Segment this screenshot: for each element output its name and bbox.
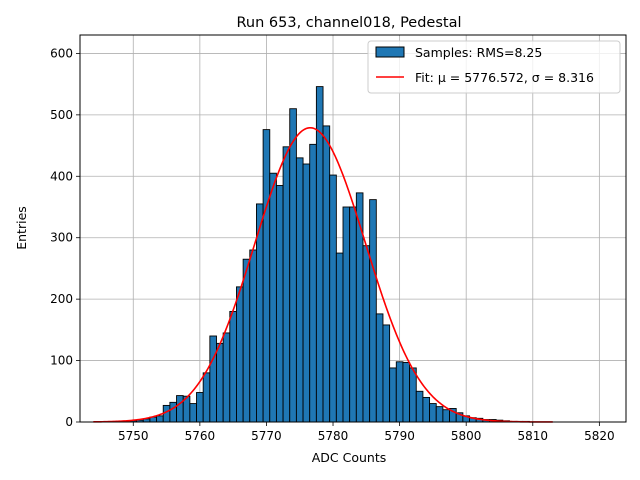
x-tick-label: 5810	[518, 429, 549, 443]
legend-swatch-histogram	[375, 46, 405, 58]
histogram-bars	[129, 86, 530, 423]
histogram-bar	[275, 185, 284, 423]
histogram-bar	[229, 310, 237, 423]
histogram-bar	[295, 157, 304, 423]
legend-label-histogram: Samples: RMS=8.25	[415, 45, 542, 60]
histogram-bar	[216, 342, 224, 423]
histogram-bar	[236, 286, 244, 423]
histogram-bar	[322, 125, 331, 423]
x-tick-label: 5800	[451, 429, 482, 443]
grid	[80, 35, 626, 423]
histogram-bar	[362, 245, 371, 423]
x-axis-ticks: 5750 5760 5770 5780 5790 5800 5810 5820	[118, 422, 615, 443]
histogram-bar	[349, 206, 357, 423]
x-tick-label: 5780	[318, 429, 349, 443]
histogram-bar	[382, 324, 391, 423]
y-tick-label: 400	[50, 169, 73, 183]
y-axis-label: Entries	[14, 206, 29, 250]
histogram-bar	[309, 143, 317, 423]
x-tick-label: 5750	[118, 429, 149, 443]
y-tick-label: 600	[50, 46, 73, 60]
histogram-bar	[435, 406, 444, 423]
histogram-bar	[169, 401, 177, 423]
histogram-bar	[282, 146, 291, 423]
y-tick-label: 300	[50, 231, 73, 245]
legend-box	[367, 40, 621, 94]
chart-title: Run 653, channel018, Pedestal	[236, 15, 461, 31]
histogram-bar	[289, 108, 297, 423]
y-tick-label: 100	[50, 354, 73, 368]
histogram-bar	[156, 415, 164, 423]
histogram-bar	[335, 252, 344, 423]
histogram-bar	[269, 172, 277, 423]
histogram-bar	[415, 390, 424, 423]
x-axis-label: ADC Counts	[312, 450, 387, 465]
histogram-bar	[222, 332, 231, 423]
y-axis-ticks: 0 100 200 300 400 500 600	[50, 46, 80, 429]
x-tick-label: 5760	[185, 429, 216, 443]
histogram-bar	[409, 367, 417, 423]
y-tick-label: 200	[50, 292, 73, 306]
histogram-bar	[262, 129, 271, 423]
histogram-bar	[189, 403, 197, 423]
histogram-bar	[209, 335, 217, 423]
legend: Samples: RMS=8.25 Fit: μ = 5776.572, σ =…	[367, 40, 621, 94]
histogram-bar	[442, 409, 450, 423]
histogram-bar	[369, 199, 377, 423]
histogram-bar	[355, 192, 364, 423]
y-tick-label: 500	[50, 108, 73, 122]
histogram-bar	[176, 395, 184, 423]
histogram-bar	[329, 174, 337, 423]
histogram-bar	[389, 367, 397, 423]
histogram-bar	[302, 163, 311, 423]
x-tick-label: 5790	[384, 429, 415, 443]
histogram-bar	[249, 249, 257, 423]
fit-curve	[93, 126, 553, 423]
histogram-bar	[342, 206, 351, 423]
histogram-bar	[375, 313, 384, 423]
axes-frame	[79, 34, 627, 423]
histogram-bar	[422, 396, 431, 423]
histogram-bar	[402, 361, 411, 423]
histogram-bar	[315, 86, 324, 423]
histogram-bar	[196, 392, 204, 423]
histogram-bar	[242, 258, 251, 423]
histogram-bar	[202, 372, 211, 423]
histogram-bar	[395, 361, 404, 423]
x-tick-label: 5770	[251, 429, 282, 443]
legend-label-fit: Fit: μ = 5776.572, σ = 8.316	[415, 70, 594, 85]
x-tick-label: 5820	[584, 429, 615, 443]
histogram-bar	[429, 403, 437, 423]
y-tick-label: 0	[65, 415, 73, 429]
